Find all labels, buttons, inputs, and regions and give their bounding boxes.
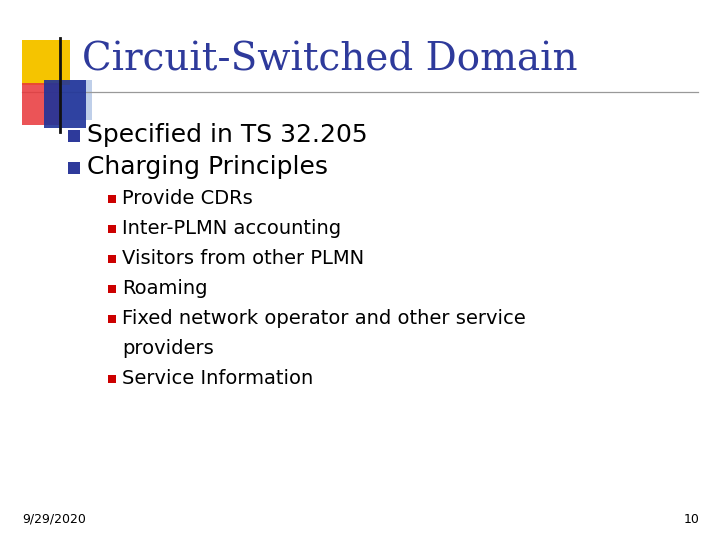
Text: Visitors from other PLMN: Visitors from other PLMN (122, 248, 364, 267)
Bar (108, 225, 116, 233)
Bar (68, 130, 80, 142)
Text: 9/29/2020: 9/29/2020 (22, 513, 86, 526)
Bar (22, 40, 70, 85)
Text: Fixed network operator and other service: Fixed network operator and other service (122, 308, 526, 327)
Bar (108, 315, 116, 323)
Text: Provide CDRs: Provide CDRs (122, 188, 253, 207)
Bar (108, 195, 116, 203)
Bar (108, 255, 116, 263)
Bar (44, 80, 86, 128)
Text: Circuit-Switched Domain: Circuit-Switched Domain (82, 42, 577, 78)
Text: Specified in TS 32.205: Specified in TS 32.205 (87, 123, 368, 147)
Bar (62, 80, 92, 120)
Bar (68, 162, 80, 174)
Text: 10: 10 (684, 513, 700, 526)
Text: Roaming: Roaming (122, 279, 207, 298)
Text: Charging Principles: Charging Principles (87, 155, 328, 179)
Bar (108, 285, 116, 293)
Text: Inter-PLMN accounting: Inter-PLMN accounting (122, 219, 341, 238)
Bar (108, 375, 116, 383)
Bar (22, 83, 60, 125)
Text: Service Information: Service Information (122, 368, 313, 388)
Text: providers: providers (122, 339, 214, 357)
